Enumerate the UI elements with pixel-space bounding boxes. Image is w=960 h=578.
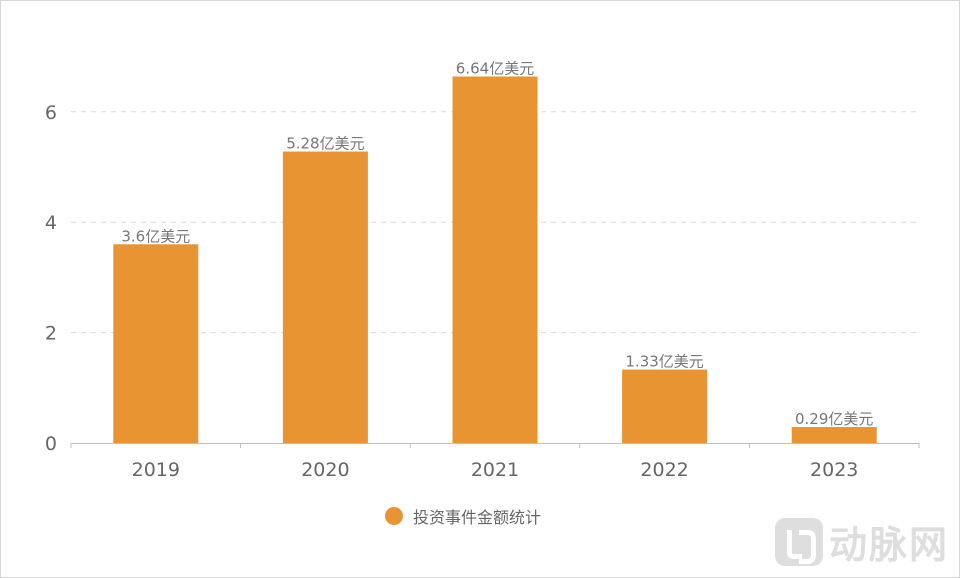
label-layer: 3.6亿美元 5.28亿美元 6.64亿美元 1.33亿美元 0.29亿美元	[121, 59, 873, 428]
legend[interactable]: 投资事件金额统计	[385, 504, 541, 528]
watermark: 动脉网	[774, 514, 949, 569]
bar-2020[interactable]	[282, 151, 368, 443]
y-tick-label: 0	[45, 433, 57, 455]
bar-2019[interactable]	[113, 244, 199, 443]
legend-marker	[385, 507, 403, 525]
x-tick-label: 2021	[471, 459, 519, 481]
y-tick-label: 6	[45, 102, 57, 124]
bar-value-label: 0.29亿美元	[795, 410, 873, 428]
y-tick-label: 4	[45, 212, 57, 234]
bar-layer	[113, 76, 877, 444]
bar-value-label: 5.28亿美元	[286, 135, 364, 153]
axis-layer: 0 2 4 6 2019 2020 2021 2022 2023	[45, 102, 920, 481]
x-tick-label: 2022	[640, 459, 688, 481]
bar-value-label: 6.64亿美元	[456, 59, 534, 77]
y-tick-label: 2	[45, 323, 57, 345]
bar-2021[interactable]	[452, 76, 538, 444]
bar-2022[interactable]	[622, 369, 708, 443]
bar-value-label: 3.6亿美元	[121, 227, 190, 245]
bar-value-label: 1.33亿美元	[625, 353, 703, 371]
watermark-text: 动脉网	[828, 523, 949, 567]
x-tick-label: 2020	[301, 459, 349, 481]
bar-2023[interactable]	[791, 426, 877, 443]
x-tick-label: 2023	[810, 459, 858, 481]
legend-label: 投资事件金额统计	[413, 508, 542, 527]
vb-logo-icon	[774, 517, 823, 566]
x-tick-label: 2019	[132, 459, 180, 481]
